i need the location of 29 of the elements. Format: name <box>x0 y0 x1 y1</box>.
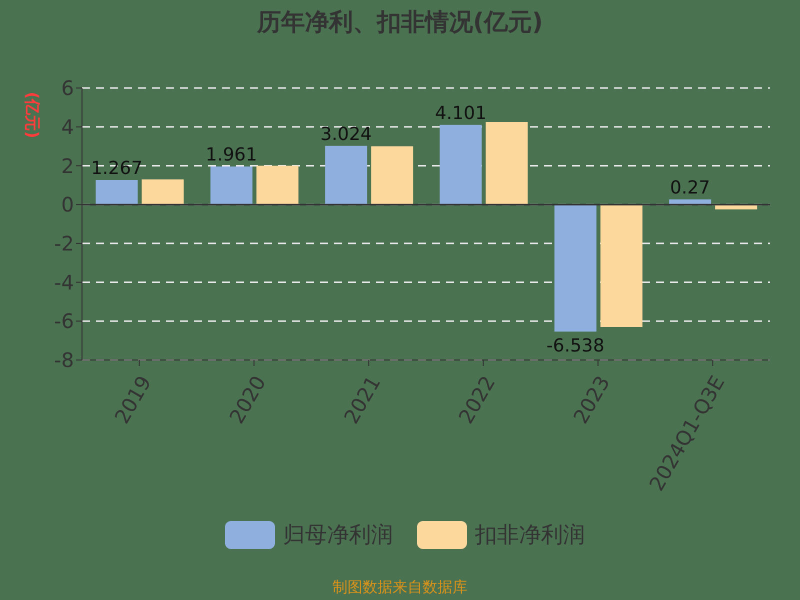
y-tick-label: -2 <box>54 232 74 256</box>
legend-label: 扣非净利润 <box>475 522 585 550</box>
data-label: 1.267 <box>90 158 143 179</box>
legend-label: 归母净利润 <box>283 522 393 550</box>
bar <box>210 166 252 205</box>
chart-title: 历年净利、扣非情况(亿元) <box>256 7 544 38</box>
data-label: 1.961 <box>206 144 258 166</box>
y-tick-label: -6 <box>54 309 74 334</box>
bar <box>325 146 368 205</box>
data-label: 3.024 <box>320 124 372 145</box>
data-label: 0.27 <box>670 177 710 198</box>
y-tick-label: -4 <box>54 270 74 294</box>
text: 制图数据来自数据库 <box>332 578 468 597</box>
bar <box>371 146 414 205</box>
bar <box>440 124 482 205</box>
bar <box>554 204 596 332</box>
y-axis-title: (亿元) <box>22 92 42 138</box>
y-tick-label: -8 <box>54 348 74 372</box>
y-tick-label: 0 <box>61 192 74 217</box>
y-tick-label: 4 <box>61 114 74 139</box>
bar <box>96 180 138 205</box>
bar <box>600 204 642 327</box>
data-label: 4.101 <box>434 102 487 124</box>
data-label: -6.538 <box>546 336 604 357</box>
bar <box>142 179 184 205</box>
y-tick-label: 6 <box>61 76 74 100</box>
bar <box>256 166 298 205</box>
bar <box>486 122 528 205</box>
y-tick-label: 2 <box>61 154 74 178</box>
